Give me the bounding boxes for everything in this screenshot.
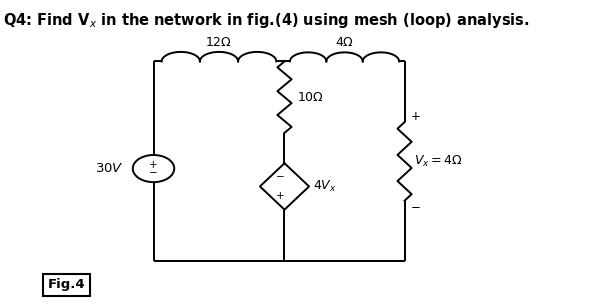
Text: −: − <box>411 201 421 213</box>
Text: $12\Omega$: $12\Omega$ <box>206 36 232 49</box>
Text: Fig.4: Fig.4 <box>47 278 85 291</box>
Text: −: − <box>276 172 284 182</box>
Text: Q4: Find V$_x$ in the network in fig.(4) using mesh (loop) analysis.: Q4: Find V$_x$ in the network in fig.(4)… <box>4 11 530 30</box>
Text: $30V$: $30V$ <box>95 162 124 175</box>
Text: $4V_x$: $4V_x$ <box>313 179 337 194</box>
Text: $4\Omega$: $4\Omega$ <box>335 36 354 49</box>
Text: +: + <box>276 191 284 201</box>
Text: +: + <box>149 160 158 170</box>
Text: $10\Omega$: $10\Omega$ <box>297 91 323 104</box>
Text: −: − <box>149 168 158 178</box>
Text: $V_x{=}4\Omega$: $V_x{=}4\Omega$ <box>414 154 463 169</box>
Text: +: + <box>411 110 421 123</box>
